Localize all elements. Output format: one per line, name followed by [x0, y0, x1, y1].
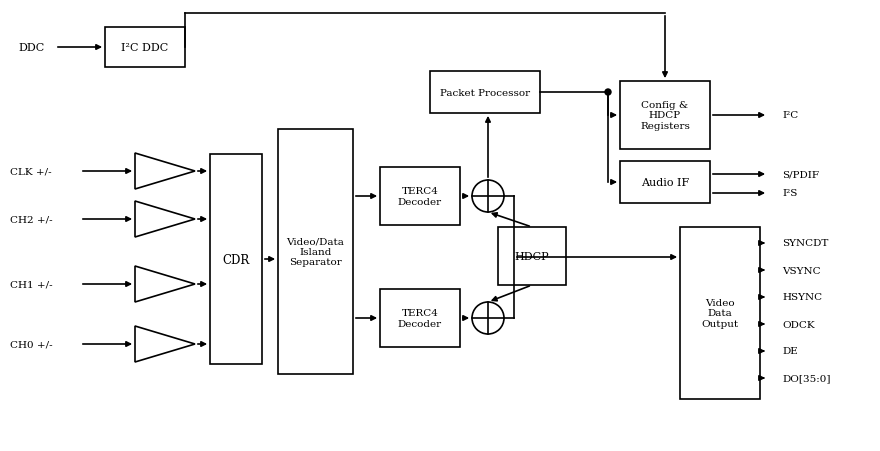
Text: I²C DDC: I²C DDC	[121, 43, 169, 53]
Text: S/PDIF: S/PDIF	[782, 170, 819, 179]
Text: TERC4
Decoder: TERC4 Decoder	[398, 187, 442, 206]
Bar	[380, 168, 460, 226]
Bar	[620, 161, 710, 203]
Text: CLK +/-: CLK +/-	[10, 167, 52, 176]
Text: DDC: DDC	[18, 43, 44, 53]
Bar	[430, 72, 540, 114]
Text: HDCP: HDCP	[515, 252, 549, 262]
Text: I²S: I²S	[782, 189, 797, 198]
Text: I²C: I²C	[782, 111, 798, 120]
Text: CH0 +/-: CH0 +/-	[10, 340, 53, 349]
Bar	[498, 227, 566, 285]
Text: VSYNC: VSYNC	[782, 266, 821, 275]
Text: CDR: CDR	[223, 253, 250, 266]
Circle shape	[605, 90, 611, 96]
Bar	[620, 82, 710, 150]
Text: Config &
HDCP
Registers: Config & HDCP Registers	[640, 101, 690, 131]
Bar	[380, 290, 460, 347]
Text: DE: DE	[782, 347, 798, 356]
Text: SYNCDT: SYNCDT	[782, 239, 828, 248]
Text: TERC4
Decoder: TERC4 Decoder	[398, 308, 442, 328]
Text: Packet Processor: Packet Processor	[440, 88, 530, 97]
Text: Audio IF: Audio IF	[641, 178, 689, 188]
Text: DO[35:0]: DO[35:0]	[782, 374, 831, 382]
Bar	[210, 155, 262, 364]
Text: ODCK: ODCK	[782, 320, 815, 329]
Bar	[105, 28, 185, 68]
Text: HSYNC: HSYNC	[782, 293, 822, 302]
Text: Video
Data
Output: Video Data Output	[701, 299, 738, 328]
Text: CH1 +/-: CH1 +/-	[10, 280, 53, 289]
Text: Video/Data
Island
Separator: Video/Data Island Separator	[287, 237, 344, 267]
Bar	[680, 227, 760, 399]
Text: CH2 +/-: CH2 +/-	[10, 215, 53, 224]
Bar	[278, 130, 353, 374]
